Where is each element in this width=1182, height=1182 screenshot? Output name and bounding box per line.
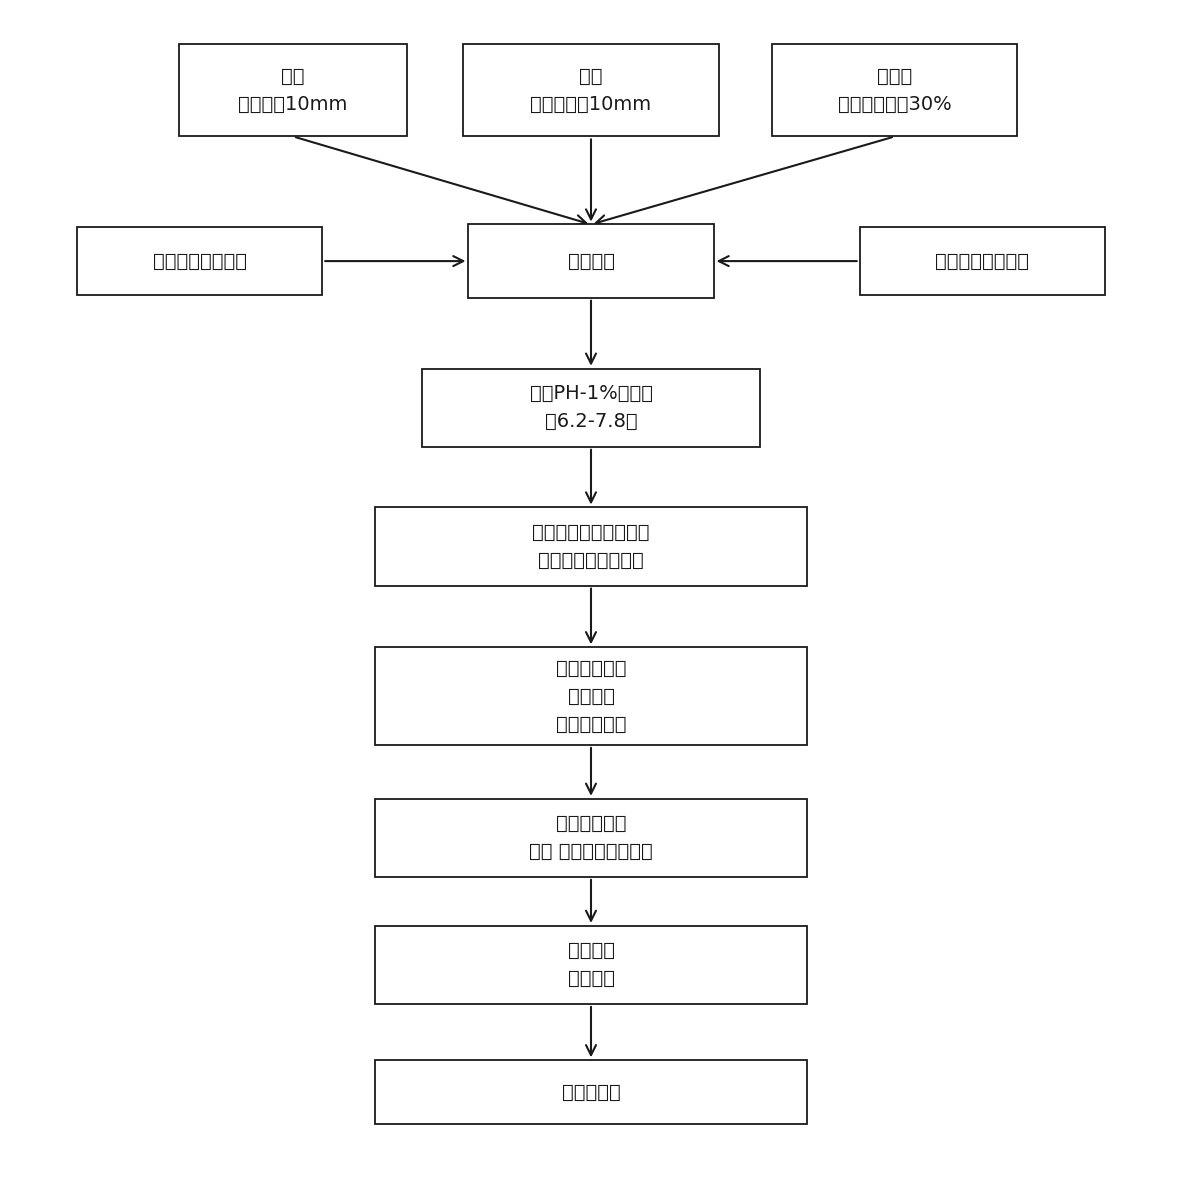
Bar: [462, 44, 720, 136]
Text: 加入复合微生物菌剂和
复合酶剂后均匀搅拌: 加入复合微生物菌剂和 复合酶剂后均匀搅拌: [532, 522, 650, 570]
Bar: [859, 227, 1105, 296]
Text: 固料混合: 固料混合: [567, 252, 615, 271]
Bar: [772, 44, 1018, 136]
Text: 烘干粉碎
分筛去杂: 烘干粉碎 分筛去杂: [567, 941, 615, 988]
Bar: [468, 225, 714, 298]
Text: 畜禽便
控制在含水量30%: 畜禽便 控制在含水量30%: [838, 66, 952, 113]
Text: 米糠、尿素、硫胺: 米糠、尿素、硫胺: [935, 252, 1030, 271]
Text: 物料堆积发酵
翻掘翻倒
注意保持养分: 物料堆积发酵 翻掘翻倒 注意保持养分: [556, 658, 626, 734]
Text: 尾菜
粉碎小于10mm: 尾菜 粉碎小于10mm: [239, 66, 348, 113]
Bar: [77, 227, 323, 296]
Text: 高温发酵杀死
腐熟 病虫草籽消除农残: 高温发酵杀死 腐熟 病虫草籽消除农残: [530, 814, 652, 862]
Text: 调整PH-1%石灰水
（6.2-7.8）: 调整PH-1%石灰水 （6.2-7.8）: [530, 384, 652, 431]
Text: 秸秆
经粉碎小于10mm: 秸秆 经粉碎小于10mm: [531, 66, 651, 113]
Bar: [375, 926, 807, 1004]
Bar: [375, 507, 807, 585]
Bar: [422, 369, 760, 447]
Text: 复合酶、复合菌剂: 复合酶、复合菌剂: [152, 252, 247, 271]
Bar: [375, 1060, 807, 1124]
Bar: [180, 44, 407, 136]
Text: 造粒或粉状: 造粒或粉状: [561, 1083, 621, 1102]
Bar: [375, 799, 807, 877]
Bar: [375, 648, 807, 745]
